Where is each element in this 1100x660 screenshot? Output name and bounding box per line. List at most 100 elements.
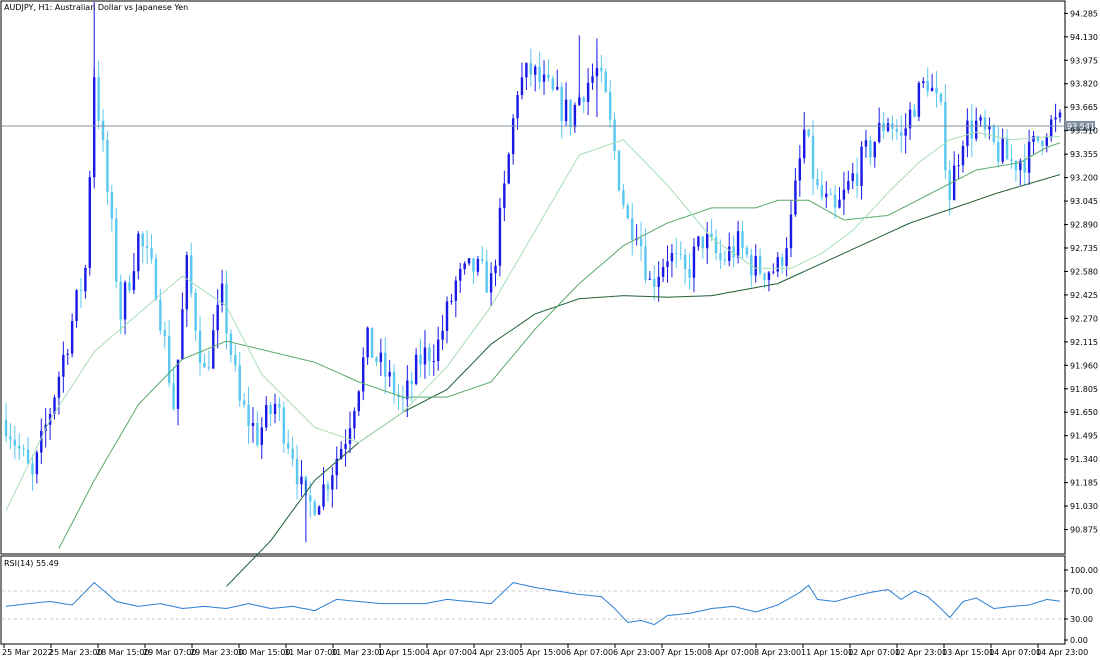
- candle: [556, 69, 559, 91]
- candle: [644, 228, 647, 284]
- candle: [1005, 129, 1009, 160]
- candle: [163, 321, 166, 349]
- candle: [767, 270, 771, 292]
- candle: [401, 385, 405, 413]
- candle: [922, 77, 925, 88]
- candle: [203, 353, 206, 368]
- candle: [516, 91, 519, 130]
- price-tick-label: 93.665: [1070, 103, 1098, 112]
- candle: [287, 430, 290, 454]
- candle: [829, 188, 832, 196]
- candle: [1054, 103, 1057, 132]
- candle: [851, 162, 854, 190]
- candle: [613, 112, 616, 160]
- candle: [798, 144, 802, 197]
- candle: [582, 95, 585, 114]
- time-tick-label: 12 Apr 07:00: [848, 648, 900, 657]
- candle: [172, 366, 175, 412]
- candle: [1010, 144, 1013, 169]
- candle: [273, 393, 277, 424]
- candle: [238, 351, 241, 407]
- time-tick-label: 8 Apr 23:00: [754, 648, 801, 657]
- candle: [229, 329, 233, 363]
- price-tick-label: 92.735: [1070, 244, 1098, 253]
- candle: [657, 261, 660, 302]
- candle: [679, 241, 682, 260]
- time-tick-label: 31 Mar 23:00: [331, 648, 384, 657]
- chart-title: AUDJPY, H1: Australian Dollar vs Japanes…: [4, 3, 188, 12]
- candle: [141, 231, 144, 264]
- time-tick-label: 12 Apr 23:00: [895, 648, 947, 657]
- candle: [705, 222, 709, 264]
- candle: [569, 99, 572, 136]
- candle: [882, 111, 885, 139]
- candle: [481, 246, 484, 265]
- candle: [525, 62, 528, 90]
- candle: [26, 436, 30, 465]
- candle: [653, 265, 656, 301]
- candle: [895, 119, 899, 140]
- price-tick-label: 92.115: [1070, 338, 1098, 347]
- time-tick-label: 28 Mar 15:00: [96, 648, 149, 657]
- candle: [335, 446, 338, 490]
- candle: [833, 185, 837, 219]
- candle: [375, 356, 378, 367]
- price-tick-label: 93.200: [1070, 174, 1098, 183]
- price-tick-label: 91.495: [1070, 432, 1098, 441]
- rsi-line: [5, 581, 1061, 626]
- time-tick-label: 1 Apr 15:00: [378, 648, 425, 657]
- candle: [1041, 139, 1044, 156]
- candle: [159, 288, 162, 335]
- candle: [842, 171, 846, 215]
- candle: [988, 117, 991, 140]
- candle: [520, 62, 524, 100]
- candle: [392, 364, 396, 404]
- candle: [666, 245, 669, 283]
- candle: [384, 337, 387, 394]
- candle: [428, 343, 431, 376]
- time-tick-label: 25 Mar 2022: [2, 648, 53, 657]
- candle: [18, 433, 21, 461]
- candle: [754, 244, 757, 283]
- candle: [339, 441, 343, 460]
- candle: [432, 344, 435, 376]
- candle: [154, 254, 158, 302]
- candle: [75, 289, 78, 328]
- candle: [190, 242, 193, 298]
- candle: [697, 235, 700, 251]
- candle: [128, 274, 131, 293]
- candle: [441, 315, 444, 350]
- candle: [900, 115, 903, 153]
- time-tick-label: 4 Apr 07:00: [425, 648, 472, 657]
- price-tick-label: 93.820: [1070, 80, 1098, 89]
- candle: [961, 140, 965, 173]
- candle: [683, 248, 687, 285]
- candle: [542, 60, 546, 95]
- current-price-box: [1065, 120, 1095, 131]
- candle: [115, 207, 118, 289]
- candle: [604, 68, 607, 94]
- time-tick-label: 30 Mar 15:00: [237, 648, 290, 657]
- candle: [661, 258, 665, 283]
- candle: [758, 248, 762, 276]
- candle: [776, 252, 779, 278]
- time-tick-label: 25 Mar 23:00: [49, 648, 102, 657]
- candle: [185, 251, 189, 327]
- price-tick-label: 93.975: [1070, 56, 1098, 65]
- candle: [414, 348, 418, 386]
- rsi-series: [2, 581, 1064, 626]
- candle: [362, 347, 365, 401]
- candle: [794, 168, 797, 217]
- candle: [322, 467, 325, 511]
- price-tick-label: 91.960: [1070, 361, 1098, 370]
- candle: [551, 75, 555, 92]
- candle: [586, 68, 590, 116]
- candle: [1049, 115, 1053, 142]
- time-tick-label: 5 Apr 15:00: [519, 648, 566, 657]
- candle: [803, 111, 806, 164]
- candle: [53, 394, 56, 420]
- candle: [476, 255, 480, 276]
- moving-averages: [5, 131, 1061, 587]
- candle: [326, 480, 330, 502]
